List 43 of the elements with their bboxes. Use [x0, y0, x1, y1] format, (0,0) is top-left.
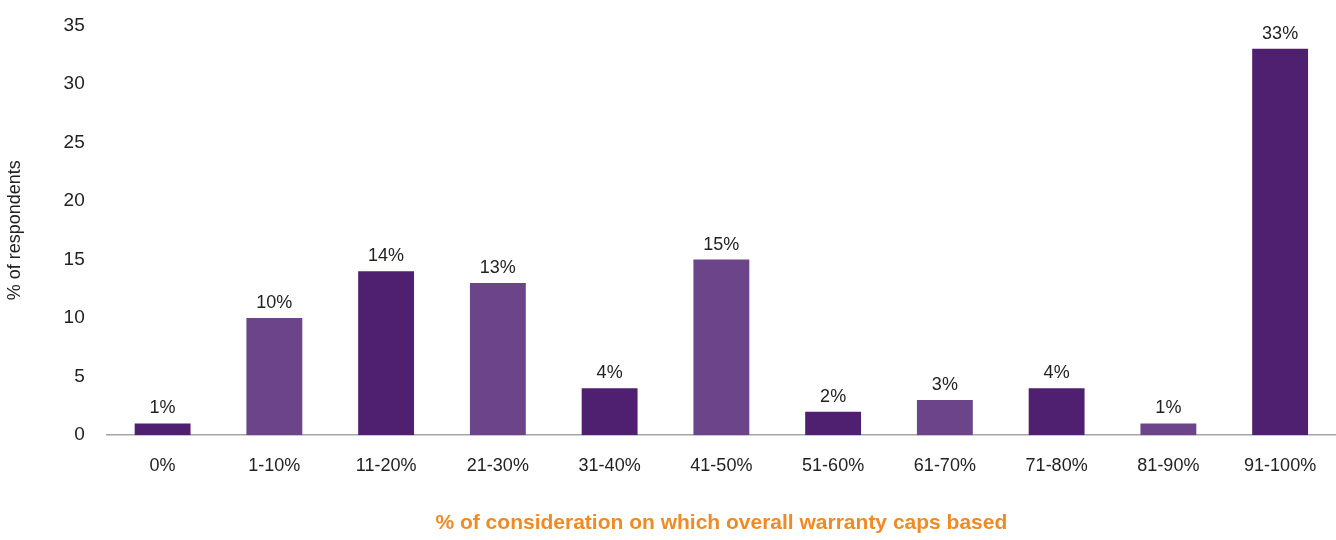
y-tick-label: 5 [74, 364, 85, 386]
bar [358, 271, 415, 436]
data-label: 3% [931, 374, 958, 395]
bar [469, 282, 526, 436]
bar [246, 318, 303, 436]
x-axis-title: % of consideration on which overall warranty caps based [435, 510, 1008, 534]
data-label: 1% [149, 397, 176, 418]
y-tick-label: 10 [63, 306, 85, 328]
x-tick-label: 91-100% [1244, 454, 1317, 475]
x-tick-label: 71-80% [1025, 454, 1088, 475]
bar [916, 400, 973, 436]
y-tick-label: 20 [63, 189, 85, 211]
data-label: 14% [368, 245, 405, 266]
data-label: 4% [596, 362, 623, 383]
data-label: 10% [256, 292, 293, 313]
y-axis-title: % of respondents [3, 160, 24, 301]
x-tick-label: 81-90% [1137, 454, 1200, 475]
y-tick-label: 0 [74, 423, 85, 445]
y-tick-label: 15 [63, 247, 85, 269]
bar [1028, 388, 1085, 436]
bar [693, 259, 750, 436]
data-label: 13% [479, 256, 516, 277]
data-label: 2% [820, 385, 847, 406]
bar [134, 423, 191, 436]
bar [1140, 423, 1197, 436]
data-label: 15% [703, 233, 740, 254]
x-tick-label: 11-20% [355, 454, 417, 475]
x-tick-label: 31-40% [578, 454, 641, 475]
bar [805, 411, 862, 436]
bar [581, 388, 638, 436]
x-tick-label: 41-50% [690, 454, 753, 475]
data-label: 33% [1262, 22, 1299, 43]
y-tick-label: 25 [63, 130, 85, 152]
x-tick-label: 51-60% [802, 454, 865, 475]
data-label: 1% [1155, 397, 1182, 418]
y-tick-label: 35 [63, 13, 85, 35]
x-tick-label: 0% [149, 454, 176, 475]
x-tick-label: 1-10% [248, 454, 301, 475]
x-tick-label: 21-30% [466, 454, 529, 475]
bar [1252, 48, 1309, 436]
x-tick-label: 61-70% [913, 454, 976, 475]
y-tick-label: 30 [63, 72, 85, 94]
data-label: 4% [1043, 362, 1070, 383]
